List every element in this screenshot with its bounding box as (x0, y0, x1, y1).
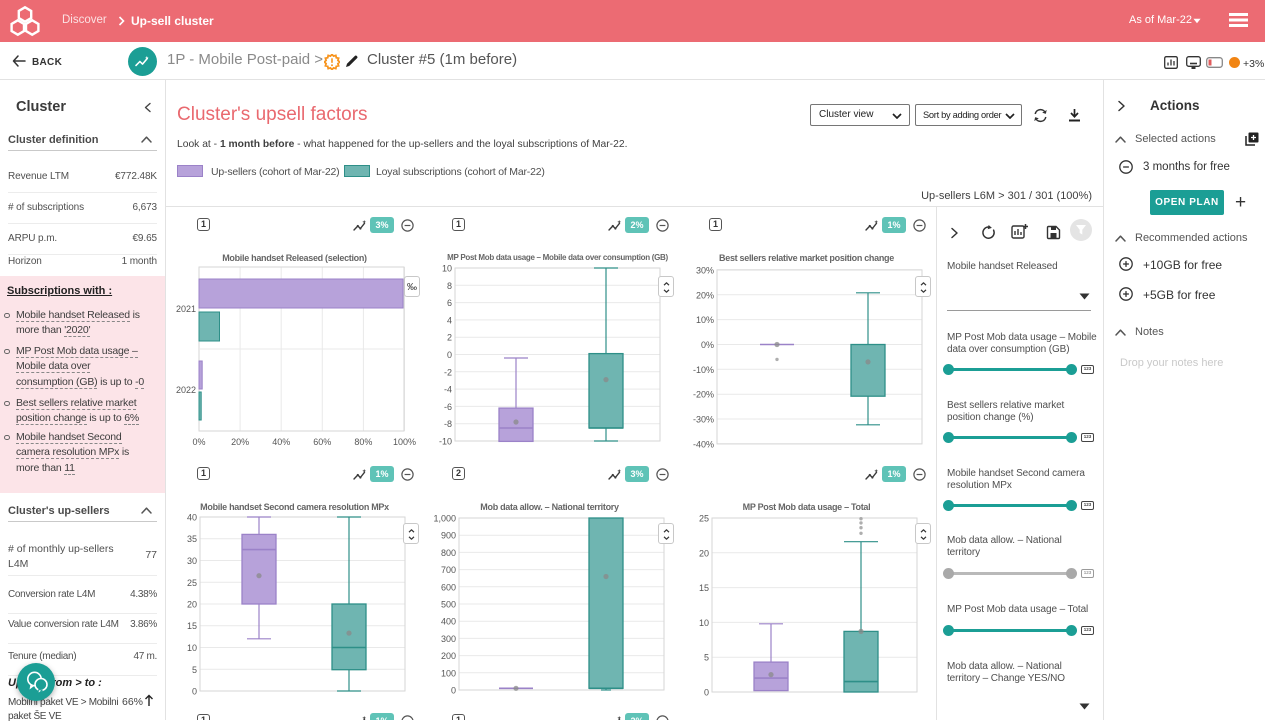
svg-text:5: 5 (192, 665, 197, 675)
svg-text:20%: 20% (231, 437, 249, 447)
svg-text:20: 20 (699, 548, 709, 558)
svg-text:30%: 30% (696, 265, 714, 275)
svg-text:10: 10 (442, 264, 452, 274)
svg-text:-10%: -10% (693, 365, 714, 375)
svg-text:2: 2 (447, 333, 452, 343)
svg-text:2021: 2021 (176, 304, 196, 314)
svg-text:6: 6 (447, 298, 452, 308)
svg-text:800: 800 (441, 548, 456, 558)
svg-text:0: 0 (704, 688, 709, 698)
svg-text:8: 8 (447, 281, 452, 291)
svg-text:0: 0 (451, 686, 456, 696)
svg-text:-40%: -40% (693, 439, 714, 449)
svg-text:20%: 20% (696, 290, 714, 300)
svg-text:-30%: -30% (693, 415, 714, 425)
svg-text:2022: 2022 (176, 385, 196, 395)
svg-text:500: 500 (441, 600, 456, 610)
svg-text:-8: -8 (444, 419, 452, 429)
svg-text:100: 100 (441, 668, 456, 678)
svg-text:100%: 100% (393, 437, 416, 447)
svg-text:900: 900 (441, 531, 456, 541)
svg-text:600: 600 (441, 582, 456, 592)
svg-text:15: 15 (699, 583, 709, 593)
svg-text:-10: -10 (439, 437, 452, 447)
svg-text:5: 5 (704, 653, 709, 663)
svg-text:700: 700 (441, 565, 456, 575)
svg-text:10: 10 (187, 643, 197, 653)
svg-text:-6: -6 (444, 402, 452, 412)
svg-text:25: 25 (699, 514, 709, 524)
svg-text:40: 40 (187, 513, 197, 523)
svg-text:80%: 80% (354, 437, 372, 447)
svg-text:4: 4 (447, 315, 452, 325)
svg-text:400: 400 (441, 617, 456, 627)
svg-text:40%: 40% (272, 437, 290, 447)
svg-text:-4: -4 (444, 385, 452, 395)
svg-text:200: 200 (441, 651, 456, 661)
svg-text:0%: 0% (701, 340, 714, 350)
svg-text:60%: 60% (313, 437, 331, 447)
svg-text:20: 20 (187, 600, 197, 610)
svg-text:300: 300 (441, 634, 456, 644)
svg-text:-20%: -20% (693, 390, 714, 400)
svg-text:1,000: 1,000 (433, 514, 456, 524)
svg-text:25: 25 (187, 578, 197, 588)
svg-text:0: 0 (447, 350, 452, 360)
svg-text:10: 10 (699, 618, 709, 628)
svg-text:0%: 0% (192, 437, 205, 447)
svg-text:0: 0 (192, 687, 197, 697)
svg-text:35: 35 (187, 534, 197, 544)
svg-text:-2: -2 (444, 367, 452, 377)
svg-text:30: 30 (187, 556, 197, 566)
svg-text:10%: 10% (696, 315, 714, 325)
svg-text:15: 15 (187, 621, 197, 631)
